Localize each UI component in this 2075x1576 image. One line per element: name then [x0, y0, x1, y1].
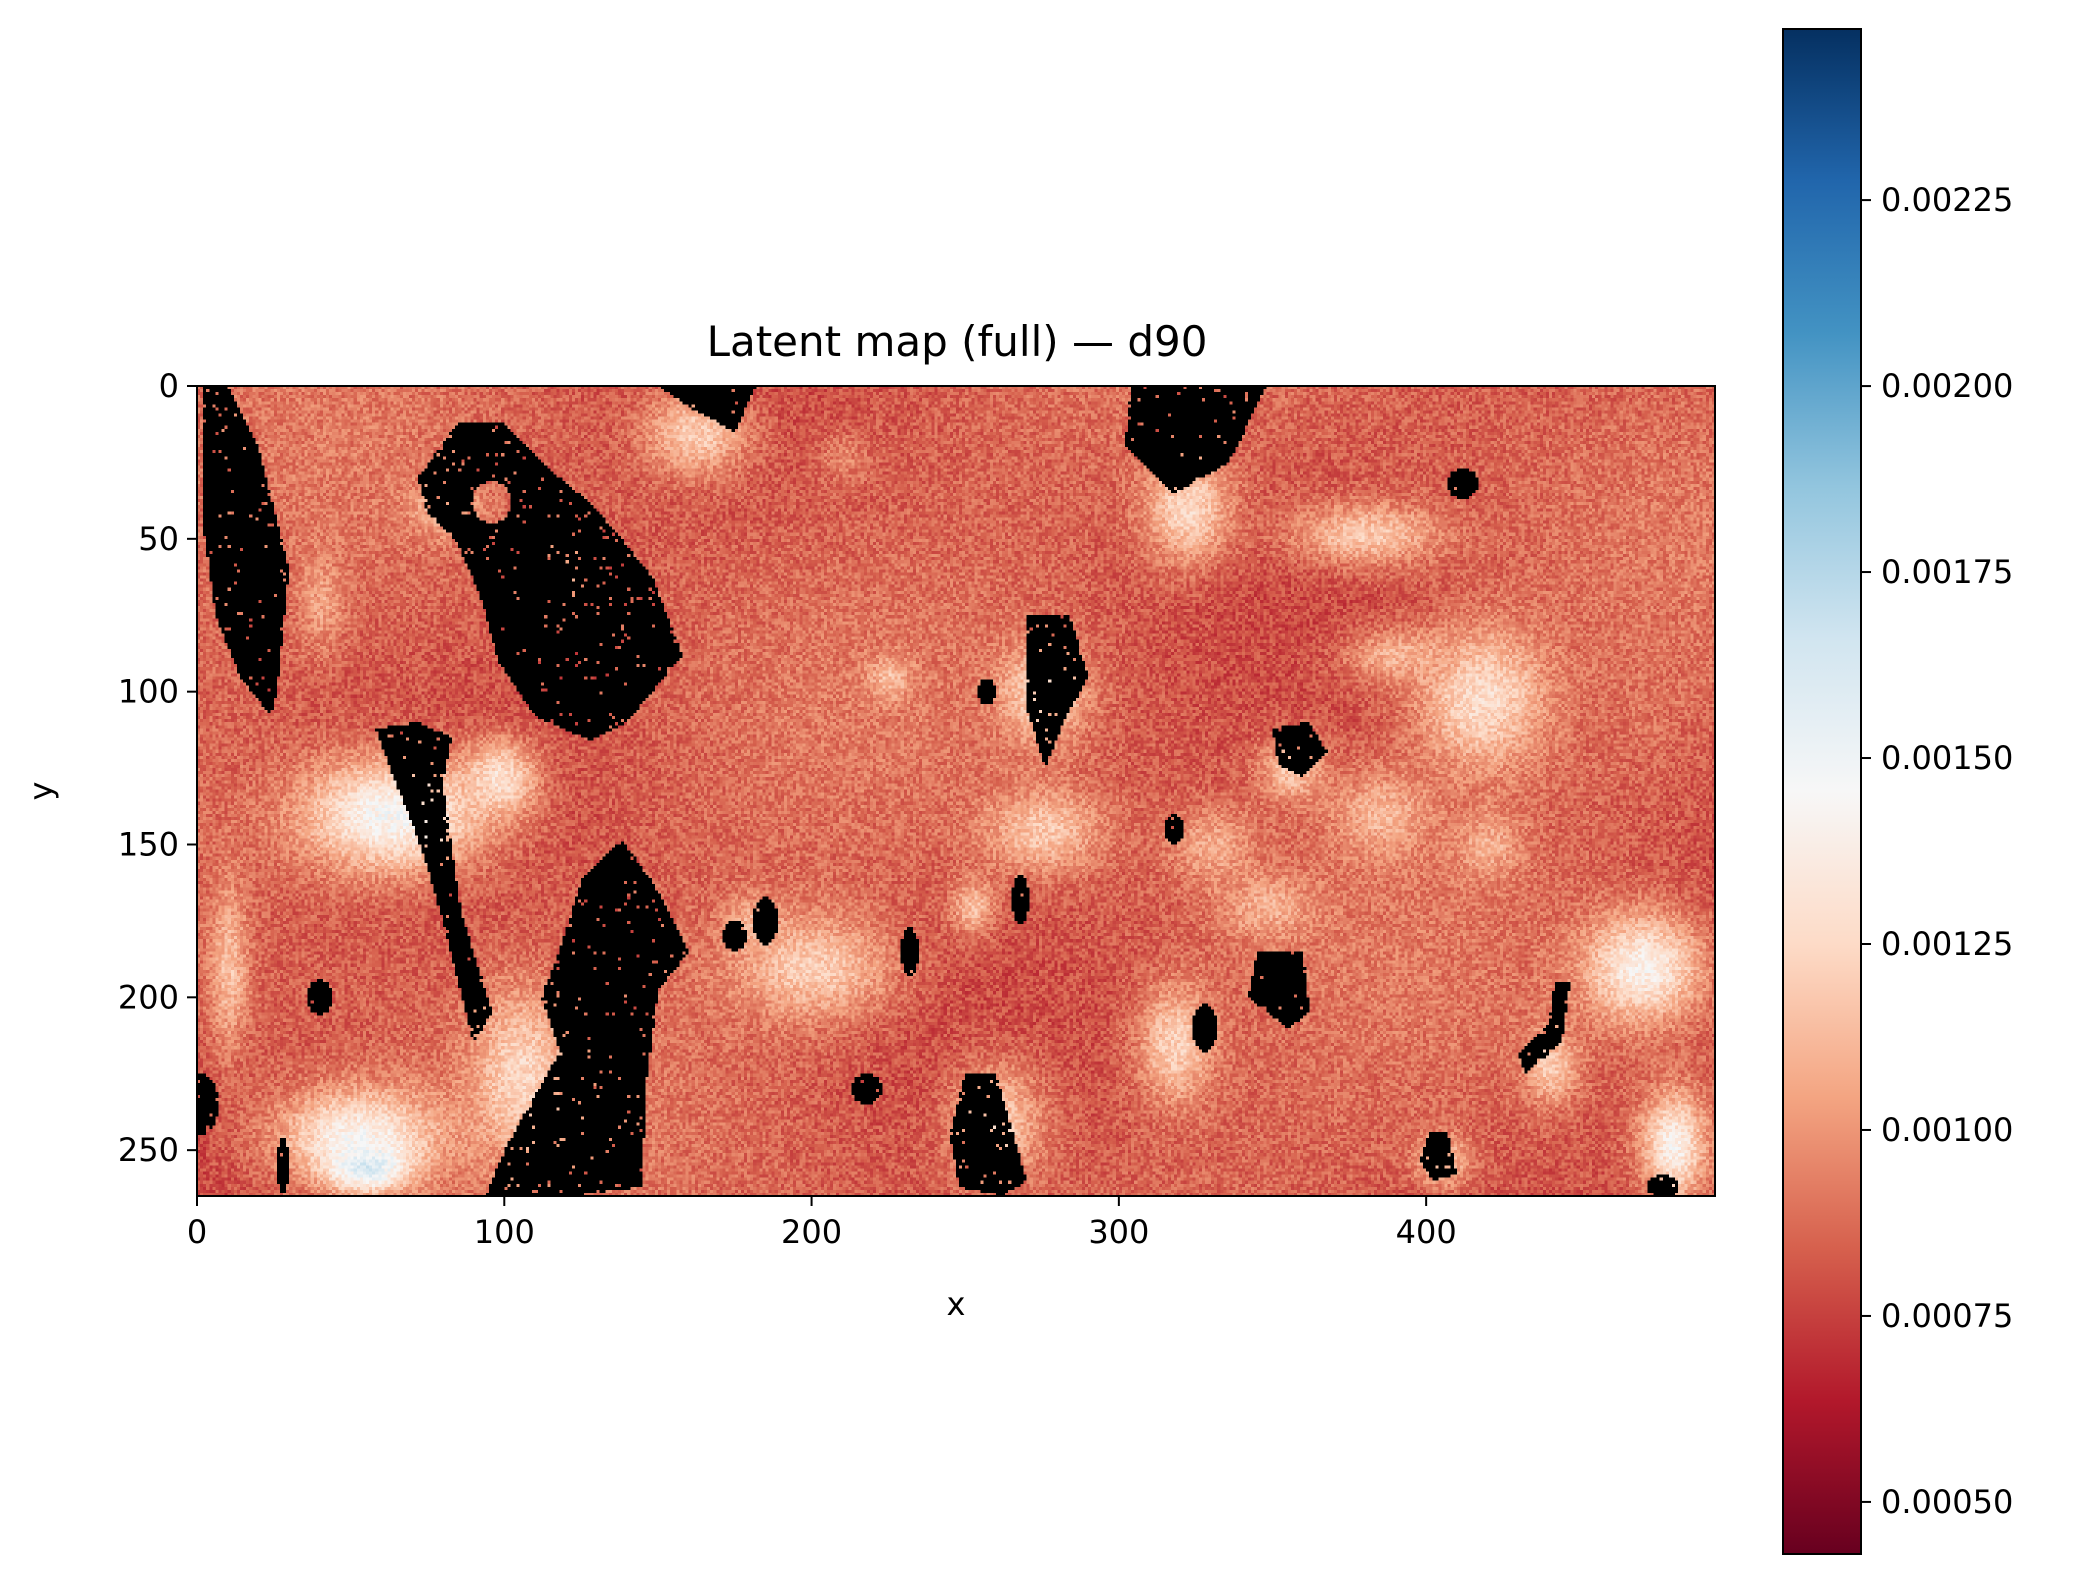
colorbar-tick-label: 0.00150 [1881, 739, 2013, 777]
colorbar-tick-label: 0.00050 [1881, 1483, 2013, 1521]
y-tick-label: 150 [118, 825, 179, 863]
y-tick-label: 0 [159, 367, 179, 405]
y-tick-label: 100 [118, 673, 179, 711]
colorbar-tick-label: 0.00225 [1881, 181, 2013, 219]
y-tick-label: 50 [138, 520, 179, 558]
colorbar-tick-label: 0.00175 [1881, 553, 2013, 591]
x-tick-label: 200 [781, 1213, 842, 1251]
colorbar-ticks: 0.00050 0.00075 0.00100 0.00125 0.00150 0.001… [1861, 181, 2013, 1521]
y-axis-ticks: 0 50 100 150 200 250 [118, 367, 197, 1169]
x-tick-label: 300 [1088, 1213, 1149, 1251]
plot-frame [196, 385, 1716, 1197]
x-axis-label: x [947, 1285, 966, 1323]
x-axis-ticks: 0 100 200 300 400 [187, 1196, 1457, 1251]
colorbar [1782, 28, 1862, 1555]
y-axis-label: y [22, 782, 60, 801]
colorbar-tick-label: 0.00125 [1881, 925, 2013, 963]
y-tick-label: 200 [118, 978, 179, 1016]
x-tick-label: 0 [187, 1213, 207, 1251]
y-tick-label: 250 [118, 1131, 179, 1169]
colorbar-tick-label: 0.00200 [1881, 367, 2013, 405]
x-tick-label: 400 [1396, 1213, 1457, 1251]
heatmap-image [197, 386, 1715, 1196]
colorbar-tick-label: 0.00100 [1881, 1111, 2013, 1149]
colorbar-tick-label: 0.00075 [1881, 1297, 2013, 1335]
chart-title: Latent map (full) — d90 [707, 317, 1208, 366]
x-tick-label: 100 [474, 1213, 535, 1251]
